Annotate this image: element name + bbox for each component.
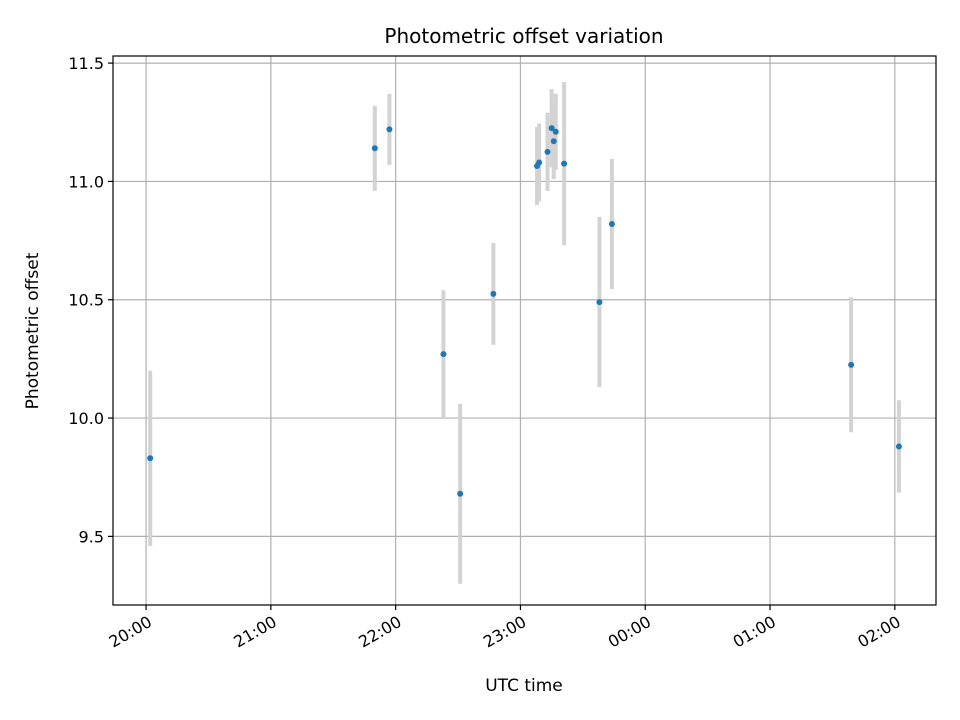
data-point — [561, 160, 568, 167]
data-point — [440, 351, 447, 358]
error-bars — [148, 82, 901, 584]
x-tick-label: 20:00 — [106, 612, 155, 652]
data-point — [536, 159, 543, 166]
plot-frame — [112, 55, 937, 606]
x-tick-label: 00:00 — [605, 612, 654, 652]
x-tick-label: 21:00 — [230, 612, 279, 652]
data-point — [596, 299, 603, 306]
data-point — [552, 128, 559, 135]
grid — [113, 56, 936, 605]
y-tick-label: 11.5 — [68, 54, 104, 73]
x-tick-label: 22:00 — [355, 612, 404, 652]
x-tick-label: 23:00 — [480, 612, 529, 652]
data-point — [147, 455, 154, 462]
data-point — [371, 145, 378, 152]
data-point — [848, 361, 855, 368]
data-point — [548, 125, 555, 132]
y-tick-label: 11.0 — [68, 172, 104, 191]
y-tick-label: 10.5 — [68, 291, 104, 310]
x-tick-label: 02:00 — [854, 612, 903, 652]
x-tick-label: 01:00 — [730, 612, 779, 652]
data-point — [490, 290, 497, 297]
data-points — [147, 125, 902, 497]
data-point — [386, 126, 393, 133]
y-axis-ticks: 9.5 10.0 10.5 11.0 11.5 — [68, 54, 113, 546]
data-point — [550, 138, 557, 145]
y-axis-title: Photometric offset — [23, 252, 43, 409]
x-axis-title: UTC time — [485, 676, 563, 696]
chart-title: Photometric offset variation — [384, 24, 663, 48]
y-tick-label: 9.5 — [79, 527, 104, 546]
data-point — [895, 443, 902, 450]
data-point — [608, 221, 615, 228]
data-point — [544, 148, 551, 155]
y-tick-label: 10.0 — [68, 409, 104, 428]
x-axis-ticks: 20:00 21:00 22:00 23:00 00:00 01:00 02:00 — [106, 605, 904, 652]
data-point — [457, 490, 464, 497]
